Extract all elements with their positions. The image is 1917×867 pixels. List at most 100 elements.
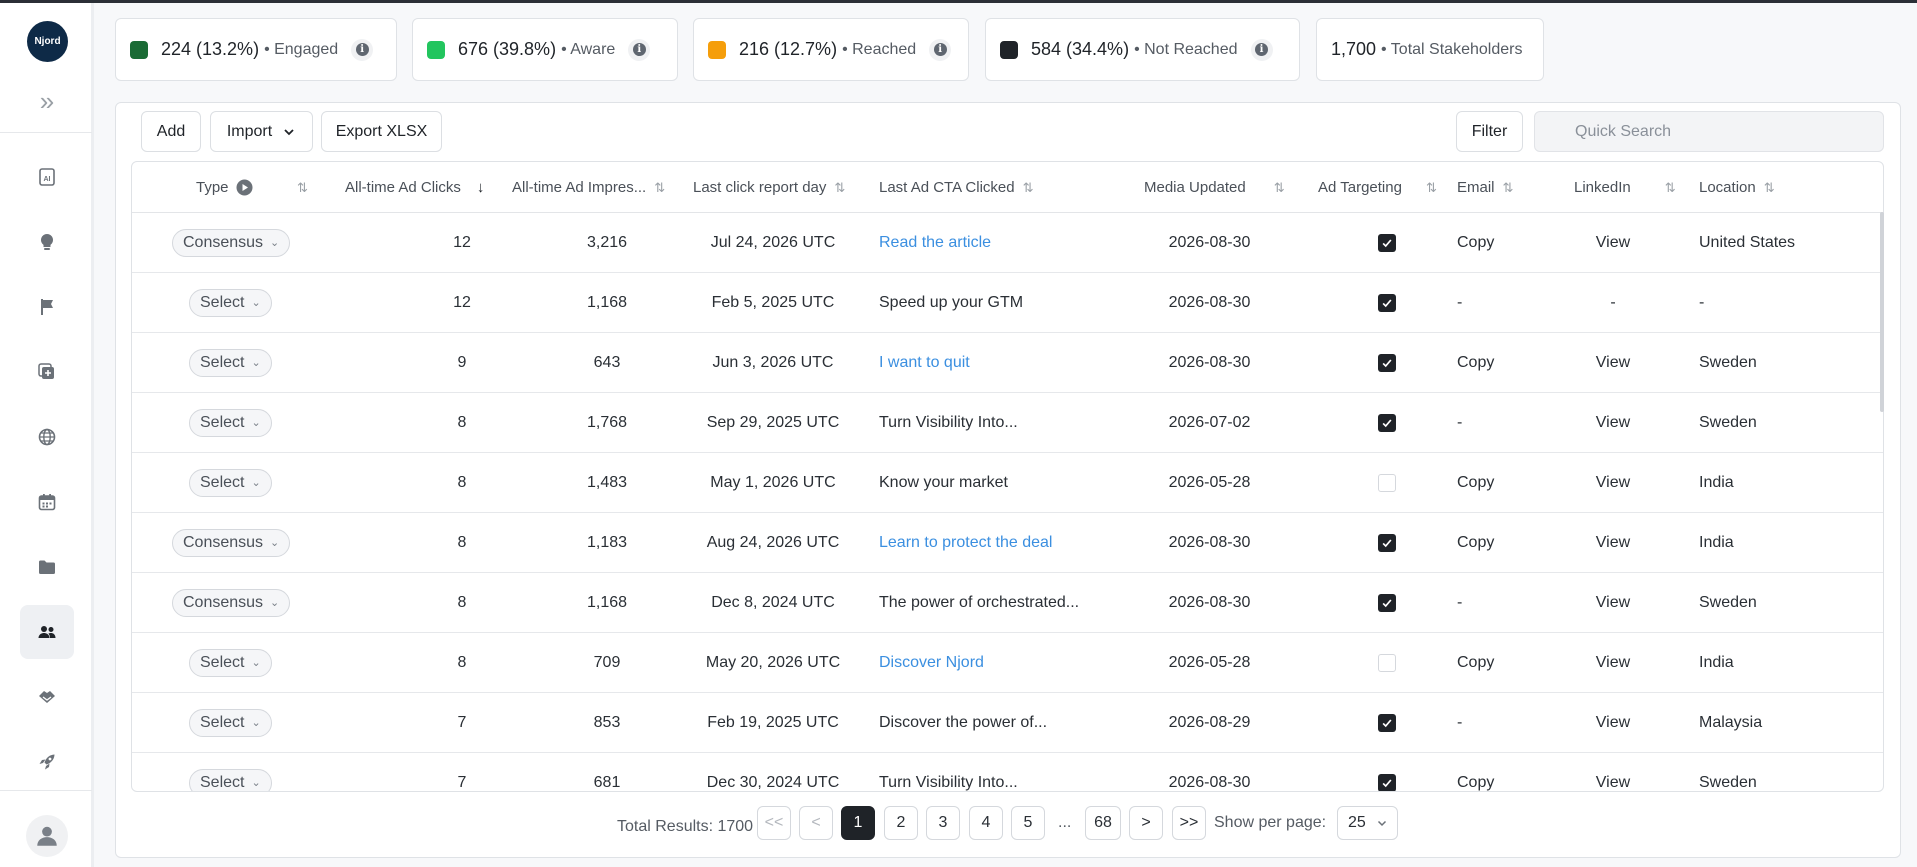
email-cell[interactable]: Copy [1457, 233, 1495, 251]
page-button-2[interactable]: 2 [884, 806, 918, 840]
sort-icon[interactable]: ⇅ [1273, 179, 1285, 195]
sort-icon[interactable]: ⇅ [1425, 179, 1437, 195]
type-select[interactable]: Select ⌄ [189, 408, 272, 437]
sort-icon[interactable]: ⇅ [297, 179, 308, 195]
sort-desc-icon[interactable]: ↓ [476, 179, 485, 196]
table-row[interactable]: Consensus ⌄ 8 1,183 Aug 24, 2026 UTC Learn to… [132, 513, 1883, 573]
ad-targeting-checkbox[interactable] [1378, 473, 1396, 492]
page-button-5[interactable]: 5 [1011, 806, 1045, 840]
type-select[interactable]: Select ⌄ [189, 288, 272, 317]
import-button[interactable]: Import [210, 111, 313, 152]
email-cell[interactable]: Copy [1457, 353, 1495, 371]
sort-icon[interactable]: ⇅ [654, 179, 666, 195]
column-header-location[interactable]: Location ⇅ [1699, 162, 1775, 213]
quick-search-input[interactable]: Quick Search [1534, 111, 1884, 152]
last-cta-cell[interactable]: I want to quit [879, 353, 970, 371]
table-row[interactable]: Select ⌄ 8 709 May 20, 2026 UTC Discover Njor… [132, 633, 1883, 693]
linkedin-cell[interactable]: View [1595, 353, 1631, 371]
ad-targeting-checkbox[interactable] [1378, 233, 1396, 252]
filter-button[interactable]: Filter [1456, 111, 1523, 152]
sort-icon[interactable]: ⇅ [834, 179, 846, 195]
page-button-4[interactable]: 4 [969, 806, 1003, 840]
ad-targeting-checkbox[interactable] [1378, 773, 1396, 791]
play-circle-icon[interactable] [236, 179, 253, 196]
table-row[interactable]: Select ⌄ 12 1,168 Feb 5, 2025 UTC Speed up yo… [132, 273, 1883, 333]
type-select[interactable]: Consensus ⌄ [172, 528, 291, 557]
linkedin-cell[interactable]: View [1595, 713, 1631, 731]
page-button-68[interactable]: 68 [1085, 806, 1121, 840]
prev-page-button[interactable]: < [799, 806, 833, 840]
column-header-linkedin[interactable]: LinkedIn ⇅ [1574, 162, 1676, 213]
column-header-ad-impressions[interactable]: All-time Ad Impres... ⇅ [512, 162, 665, 213]
table-row[interactable]: Select ⌄ 8 1,768 Sep 29, 2025 UTC Turn Visibi… [132, 393, 1883, 453]
column-header-email[interactable]: Email ⇅ [1457, 162, 1513, 213]
nav-lightbulb-icon[interactable] [20, 215, 74, 269]
linkedin-cell[interactable]: View [1595, 773, 1631, 791]
info-icon[interactable]: i [929, 38, 952, 61]
ad-targeting-checkbox[interactable] [1378, 713, 1396, 732]
page-button-3[interactable]: 3 [926, 806, 960, 840]
type-select[interactable]: Select ⌄ [189, 708, 272, 737]
linkedin-cell[interactable]: View [1595, 533, 1631, 551]
nav-flag-icon[interactable] [20, 280, 74, 334]
next-page-button[interactable]: > [1129, 806, 1163, 840]
column-header-ad-targeting[interactable]: Ad Targeting ⇅ [1318, 162, 1437, 213]
type-select[interactable]: Select ⌄ [189, 768, 272, 791]
expand-sidebar-icon[interactable]: » [39, 86, 55, 116]
table-row[interactable]: Select ⌄ 8 1,483 May 1, 2026 UTC Know your ma… [132, 453, 1883, 513]
last-cta-cell[interactable]: Learn to protect the deal [879, 533, 1053, 551]
ad-targeting-checkbox[interactable] [1378, 533, 1396, 552]
last-page-button[interactable]: >> [1172, 806, 1206, 840]
ad-targeting-checkbox[interactable] [1378, 653, 1396, 672]
column-header-type[interactable]: Type [196, 162, 253, 213]
njord-logo[interactable]: Njord [27, 21, 68, 62]
export-xlsx-button[interactable]: Export XLSX [321, 111, 442, 152]
type-select[interactable]: Select ⌄ [189, 348, 272, 377]
type-select[interactable]: Consensus ⌄ [172, 228, 291, 257]
sort-icon[interactable]: ⇅ [1763, 179, 1775, 195]
linkedin-cell[interactable]: View [1595, 233, 1631, 251]
linkedin-cell[interactable]: View [1595, 473, 1631, 491]
nav-handshake-icon[interactable] [20, 670, 74, 724]
sort-icon[interactable]: ⇅ [1022, 179, 1034, 195]
column-header-last-cta[interactable]: Last Ad CTA Clicked ⇅ [879, 162, 1034, 213]
sort-icon[interactable]: ⇅ [1502, 179, 1514, 195]
ad-targeting-checkbox[interactable] [1378, 593, 1396, 612]
nav-rocket-icon[interactable] [20, 735, 74, 789]
table-row[interactable]: Select ⌄ 7 853 Feb 19, 2025 UTC Discover the … [132, 693, 1883, 753]
type-select[interactable]: Consensus ⌄ [172, 588, 291, 617]
per-page-select[interactable]: 25 [1337, 806, 1398, 840]
type-select[interactable]: Select ⌄ [189, 468, 272, 497]
linkedin-cell[interactable]: View [1595, 413, 1631, 431]
linkedin-cell[interactable]: View [1595, 593, 1631, 611]
table-row[interactable]: Consensus ⌄ 12 3,216 Jul 24, 2026 UTC Read th… [132, 213, 1883, 273]
info-icon[interactable]: i [628, 38, 651, 61]
info-icon[interactable]: i [351, 38, 374, 61]
last-cta-cell[interactable]: Discover Njord [879, 653, 984, 671]
nav-calendar-icon[interactable] [20, 475, 74, 529]
table-row[interactable]: Select ⌄ 9 643 Jun 3, 2026 UTC I want to quit… [132, 333, 1883, 393]
nav-add-copy-icon[interactable] [20, 345, 74, 399]
ad-targeting-checkbox[interactable] [1378, 293, 1396, 312]
add-button[interactable]: Add [141, 111, 201, 152]
email-cell[interactable]: Copy [1457, 653, 1495, 671]
page-button-1[interactable]: 1 [841, 806, 875, 840]
column-header-media-updated[interactable]: Media Updated ⇅ [1144, 162, 1285, 213]
table-row[interactable]: Select ⌄ 7 681 Dec 30, 2024 UTC Turn Visibili… [132, 753, 1883, 791]
user-avatar-icon[interactable] [26, 815, 68, 857]
nav-stakeholders-icon[interactable] [20, 605, 74, 659]
ad-targeting-checkbox[interactable] [1378, 413, 1396, 432]
email-cell[interactable]: Copy [1457, 533, 1495, 551]
nav-folder-icon[interactable] [20, 540, 74, 594]
nav-ai-document-icon[interactable]: AI [20, 150, 74, 204]
table-row[interactable]: Consensus ⌄ 8 1,168 Dec 8, 2024 UTC The power… [132, 573, 1883, 633]
sort-icon[interactable]: ⇅ [1664, 179, 1676, 195]
type-select[interactable]: Select ⌄ [189, 648, 272, 677]
nav-globe-icon[interactable] [20, 410, 74, 464]
column-header-last-click-day[interactable]: Last click report day ⇅ [693, 162, 845, 213]
email-cell[interactable]: Copy [1457, 473, 1495, 491]
column-header-ad-clicks[interactable]: All-time Ad Clicks ↓ [345, 162, 484, 213]
table-scrollbar[interactable] [1880, 212, 1884, 412]
first-page-button[interactable]: << [757, 806, 791, 840]
info-icon[interactable]: i [1250, 38, 1273, 61]
